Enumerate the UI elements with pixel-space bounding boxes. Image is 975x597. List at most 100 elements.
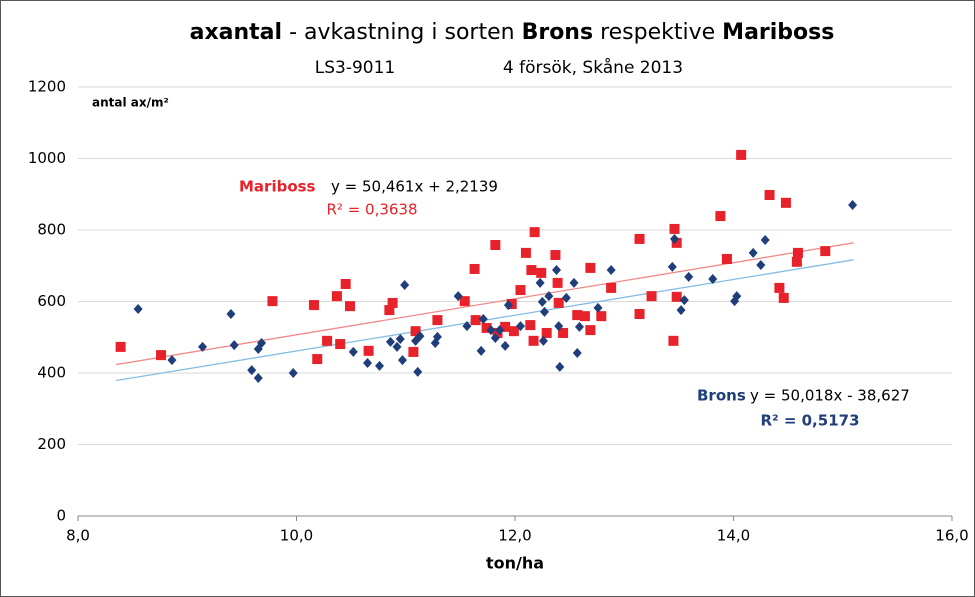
point: [561, 292, 571, 303]
point: [515, 321, 525, 332]
point: [308, 300, 319, 311]
point: [679, 295, 689, 306]
point: [133, 304, 143, 315]
point: [669, 223, 680, 234]
title-part: axantal: [190, 20, 282, 45]
legend-label: Brons: [697, 387, 746, 405]
point: [375, 360, 385, 371]
point: [363, 345, 374, 356]
title-part: Mariboss: [722, 20, 834, 45]
point: [646, 291, 657, 302]
point: [490, 332, 500, 343]
point: [748, 247, 758, 258]
point: [780, 197, 791, 208]
point: [529, 227, 540, 238]
equation: y = 50,018x - 38,627: [750, 387, 910, 405]
point: [167, 355, 177, 366]
point: [395, 334, 405, 345]
point: [634, 309, 645, 320]
point: [555, 361, 565, 372]
point: [432, 315, 443, 326]
point: [764, 189, 775, 200]
y-tick-label: 800: [37, 221, 66, 239]
point: [432, 331, 442, 342]
point: [539, 306, 549, 317]
point: [550, 250, 561, 261]
point: [585, 262, 596, 273]
point: [322, 335, 333, 346]
point: [345, 301, 356, 312]
r-squared: R² = 0,5173: [760, 412, 859, 430]
point: [481, 322, 492, 333]
point: [526, 265, 537, 276]
y-tick-label: 1200: [28, 78, 66, 96]
x-tick-label: 12,0: [498, 527, 531, 545]
point: [115, 341, 126, 352]
x-tick-label: 16,0: [935, 527, 968, 545]
y-tick-label: 1000: [28, 149, 66, 167]
point: [348, 346, 358, 357]
point: [684, 271, 694, 282]
point: [413, 366, 423, 377]
point: [585, 325, 596, 336]
point: [558, 327, 569, 338]
point: [478, 314, 488, 325]
point: [708, 273, 718, 284]
title-part: - avkastning i sorten: [289, 20, 515, 45]
subtitle: 4 försök, Skåne 2013: [503, 57, 683, 78]
point: [486, 325, 496, 336]
point: [634, 233, 645, 244]
point: [453, 291, 463, 302]
point: [670, 233, 680, 244]
title-part: respektive: [600, 20, 715, 45]
point: [476, 345, 486, 356]
x-tick-label: 8,0: [66, 527, 90, 545]
point: [676, 305, 686, 316]
point: [508, 326, 519, 337]
point: [596, 311, 607, 322]
point: [492, 327, 503, 338]
point: [500, 340, 510, 351]
y-tick-label: 0: [56, 507, 66, 525]
point: [397, 355, 407, 366]
point: [736, 149, 747, 160]
point: [774, 282, 785, 293]
point: [820, 246, 831, 257]
point: [667, 261, 677, 272]
legend-label: Mariboss: [239, 178, 316, 196]
point: [572, 347, 582, 358]
point: [541, 327, 552, 338]
point: [537, 296, 547, 307]
y-tick-label: 600: [37, 292, 66, 310]
point: [778, 292, 789, 303]
point: [528, 335, 539, 346]
point: [490, 240, 501, 251]
point: [469, 263, 480, 274]
point: [331, 291, 342, 302]
title-part: Brons: [522, 20, 594, 45]
x-axis-label: ton/ha: [486, 554, 544, 573]
point: [535, 277, 545, 288]
point: [500, 321, 511, 332]
point: [574, 321, 584, 332]
point: [385, 336, 395, 347]
point: [335, 339, 346, 350]
point: [400, 280, 410, 291]
point: [569, 277, 579, 288]
point: [715, 211, 726, 222]
point: [459, 296, 470, 307]
point: [671, 291, 682, 302]
y-tick-label: 200: [37, 435, 66, 453]
point: [671, 237, 682, 248]
point: [538, 335, 548, 346]
point: [572, 310, 583, 321]
point: [229, 340, 239, 351]
point: [593, 302, 603, 313]
point: [340, 278, 351, 289]
point: [387, 297, 398, 308]
x-tick-label: 10,0: [280, 527, 313, 545]
point: [520, 247, 531, 258]
subtitle: LS3-9011: [315, 58, 395, 78]
